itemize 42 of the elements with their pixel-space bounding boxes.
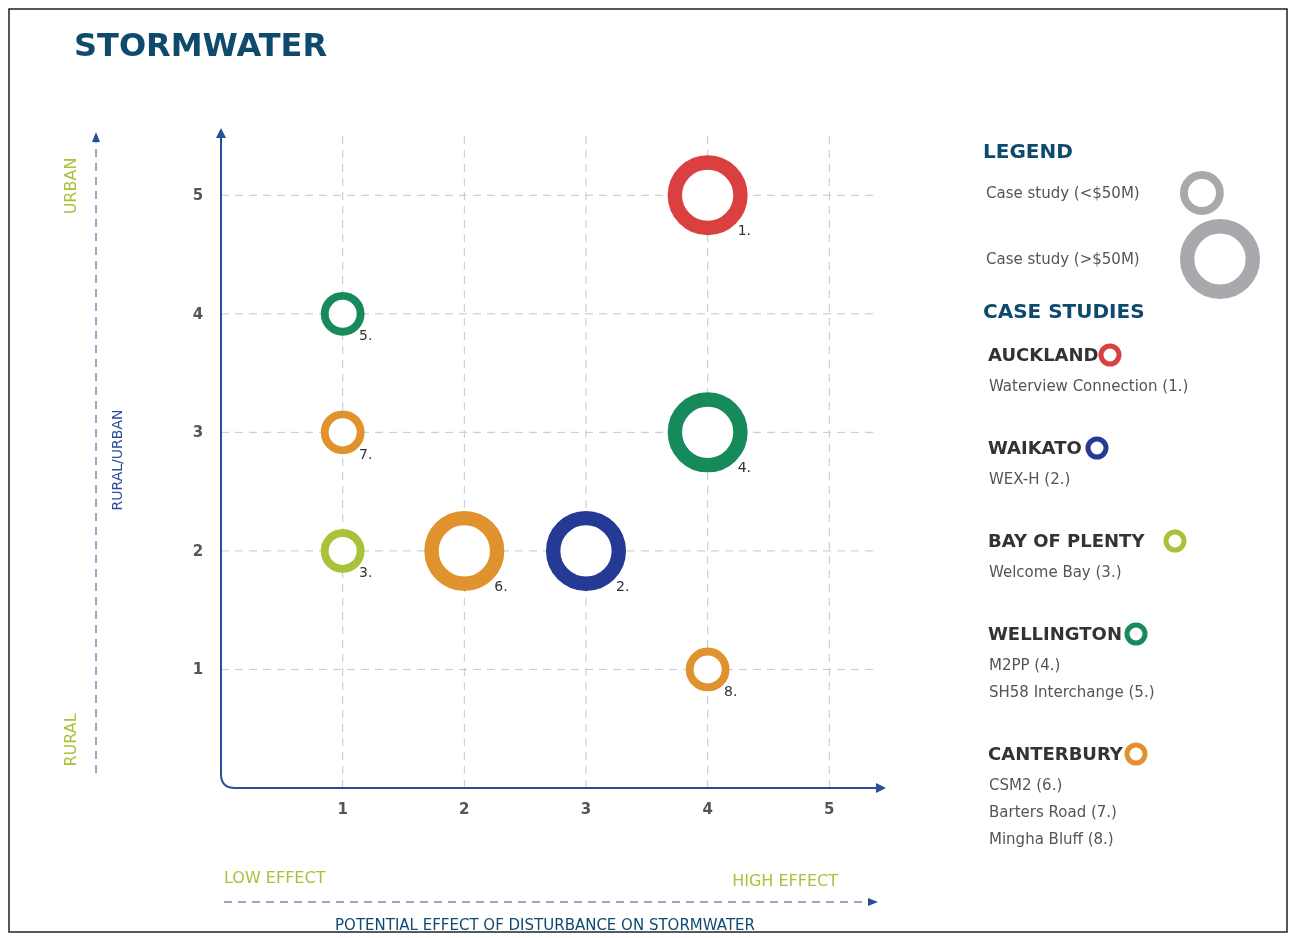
legend-label: CANTERBURY [988,743,1124,764]
text: M2PP (4.) [989,656,1061,674]
text: Barters Road (7.) [989,803,1117,821]
text: POTENTIAL EFFECT OF DISTURBANCE ON STORMWATER [335,916,755,934]
legend-label: Case study (<$50M) [986,184,1140,202]
y-axis-title: RURAL/URBAN [109,409,125,511]
annotation: 4. [737,459,752,476]
x-tick-label: 1 [337,800,348,818]
y-tick-label: 5 [192,186,204,205]
legend-label: WAIKATO [988,437,1082,458]
text: LOW EFFECT [224,868,326,887]
y-tick-label: 2 [192,541,204,560]
x-tick-label: 3 [580,800,592,818]
y-tick-label: 4 [192,304,204,323]
x-tick-label: 4 [702,800,713,818]
annotation: 7. [359,445,373,462]
text: Welcome Bay (3.) [989,563,1122,581]
text: SH58 Interchange (5.) [989,683,1155,701]
legend-label: WELLINGTON [988,623,1122,644]
text: CSM2 (6.) [989,776,1063,794]
annotation: 8. [724,682,738,699]
annotation: 5. [359,327,373,344]
x-tick-label: 5 [824,800,835,818]
legend-label: AUCKLAND [988,344,1099,365]
text: URBAN [61,157,80,215]
annotation: 6. [494,577,508,594]
x-tick-label: 2 [459,800,470,818]
annotation: 2. [616,577,630,594]
text: Waterview Connection (1.) [989,377,1189,395]
text: RURAL [61,713,80,767]
text: HIGH EFFECT [732,871,839,890]
legend-title: CASE STUDIES [983,299,1145,323]
text: LEGEND [983,139,1073,163]
y-tick-label: 3 [192,423,204,442]
text: WEX-H (2.) [989,470,1071,488]
annotation: 3. [359,564,373,581]
annotation: 1. [737,222,752,239]
text: Mingha Bluff (8.) [989,830,1114,848]
y-tick-label: 1 [192,660,204,679]
legend-label: BAY OF PLENTY [988,530,1146,551]
legend-label: Case study (>$50M) [986,250,1140,268]
chart-title: STORMWATER [74,26,328,64]
